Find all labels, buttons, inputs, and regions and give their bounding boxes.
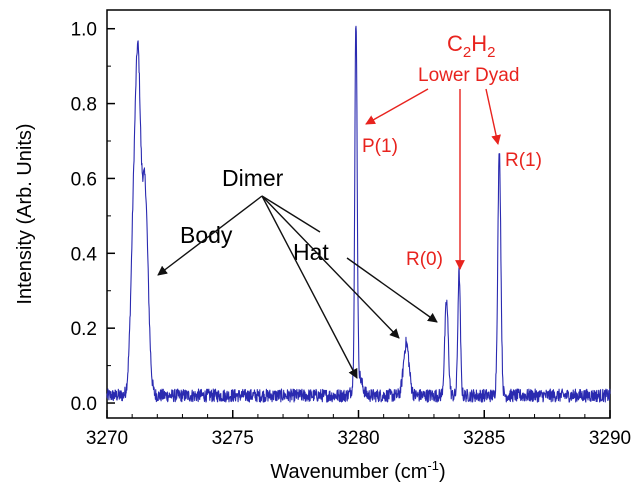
y-tick-label: 1.0 [71, 20, 97, 41]
dimer-annotations: Dimer Body Hat [157, 165, 438, 379]
dimer-arrow-body [157, 195, 263, 276]
c2h2-h: H [471, 31, 487, 56]
y-tick-label: 0.0 [71, 394, 97, 415]
dimer-arrow-hat1 [261, 195, 400, 339]
c2h2-sub1: 2 [463, 44, 471, 61]
hat-label: Hat [293, 239, 329, 265]
x-tick-label: 3280 [337, 428, 379, 449]
y-tick-label: 0.4 [71, 244, 98, 265]
lower-dyad-label: Lower Dyad [418, 65, 519, 86]
x-tick-label: 3290 [589, 428, 631, 449]
c2h2-c: C [447, 31, 463, 56]
x-tick-label: 3270 [86, 428, 128, 449]
r1-arrow [485, 88, 501, 145]
body-label: Body [180, 222, 233, 248]
dimer-arrow-p1 [261, 195, 358, 379]
p1-arrow [365, 88, 429, 125]
p1-label: P(1) [362, 136, 398, 157]
c2h2-annotations: C2H2 Lower Dyad P(1) R(0) R(1) [362, 31, 542, 270]
spectrum-line [106, 25, 611, 403]
x-axis-label: Wavenumber (cm-1) [270, 458, 445, 483]
x-axis-label-sup: -1 [427, 458, 439, 473]
x-tick-label: 3275 [212, 428, 254, 449]
y-tick-label: 0.8 [71, 95, 97, 116]
hat-arrow [346, 257, 438, 323]
y-axis-label: Intensity (Arb. Units) [14, 123, 36, 304]
x-tick-label: 3285 [463, 428, 505, 449]
y-tick-label: 0.2 [71, 319, 97, 340]
y-axis-ticks: 0.0 0.2 0.4 0.6 0.8 1.0 [71, 20, 115, 415]
r1-label: R(1) [505, 150, 542, 171]
r0-label: R(0) [406, 249, 443, 270]
dimer-arrow-hat2 [261, 195, 321, 233]
c2h2-sub2: 2 [487, 44, 495, 61]
c2h2-formula: C2H2 [447, 31, 495, 61]
x-axis-label-close: ) [439, 461, 446, 483]
x-axis-ticks: 3270 3275 3280 3285 3290 [86, 410, 631, 449]
dimer-label: Dimer [222, 165, 284, 191]
x-axis-label-main: Wavenumber (cm [270, 461, 427, 483]
y-tick-label: 0.6 [71, 169, 97, 190]
